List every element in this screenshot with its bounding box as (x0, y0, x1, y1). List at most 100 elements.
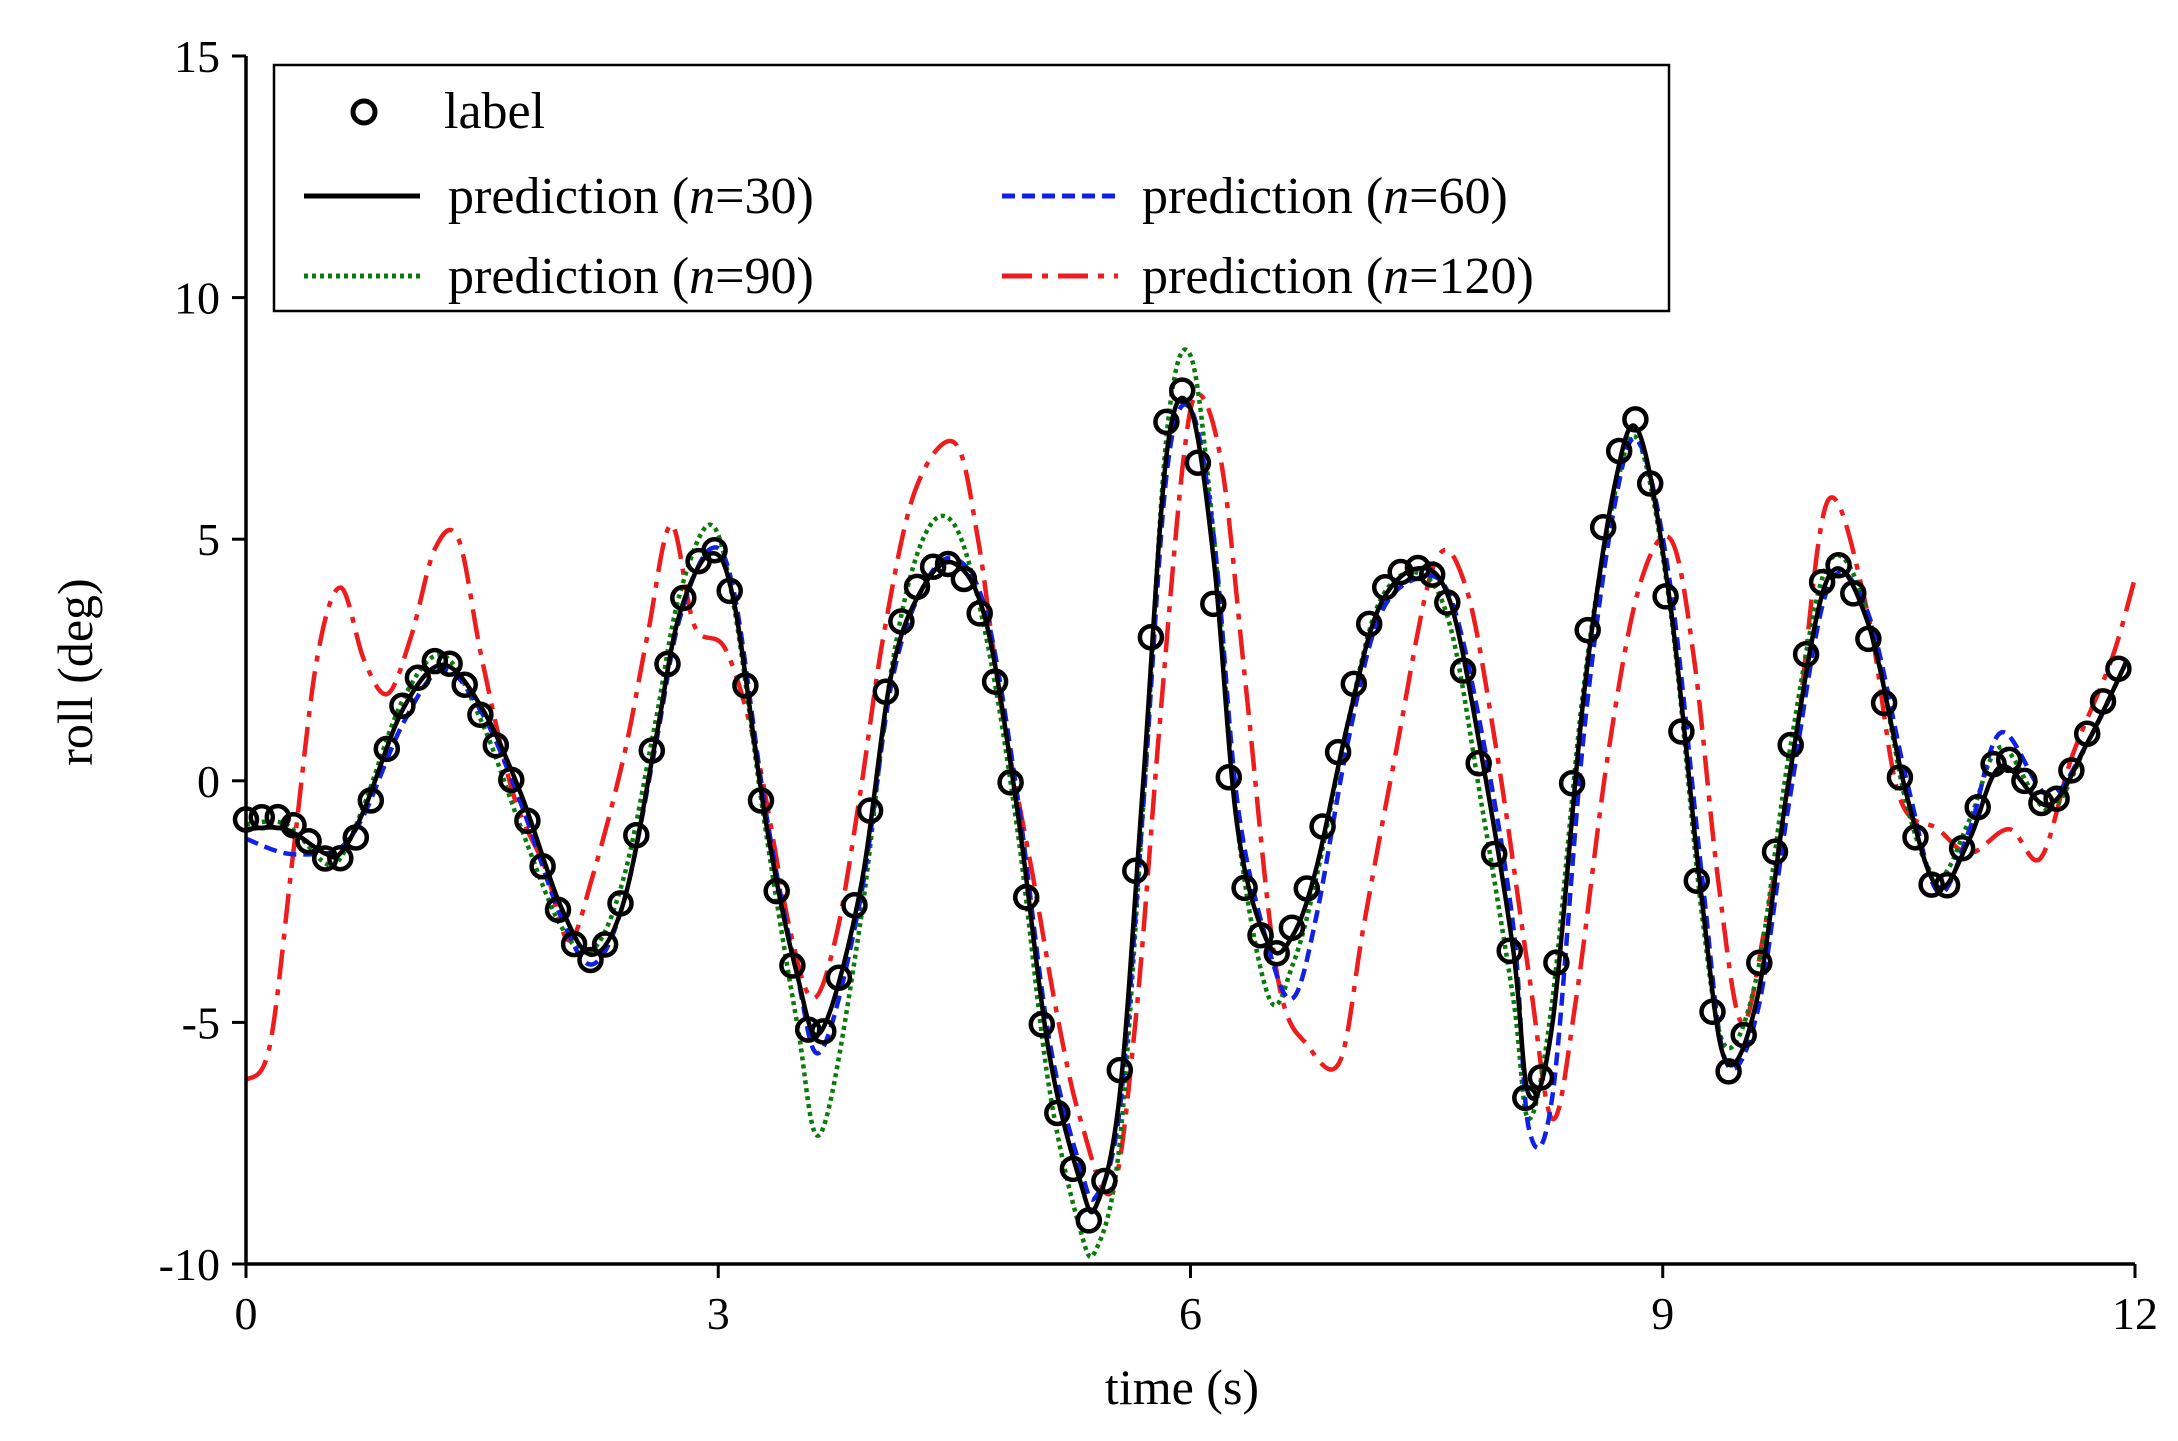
label-point (357, 787, 385, 814)
label-point (1044, 1099, 1071, 1127)
label-point (560, 930, 588, 958)
label-markers (232, 377, 2132, 1234)
label-point (451, 671, 478, 698)
label-point (1231, 874, 1258, 902)
label-point (498, 766, 525, 794)
legend-n90-suffix: =90) (715, 248, 814, 305)
label-point (888, 608, 915, 635)
label-point (311, 845, 339, 872)
label-point (1746, 949, 1773, 976)
label-point (1808, 568, 1836, 596)
label-point (1184, 449, 1212, 476)
label-point (436, 650, 463, 677)
label-point (1840, 580, 1867, 607)
label-point (342, 824, 370, 851)
label-point (1825, 552, 1852, 579)
legend-n90-prefix: prediction ( (448, 248, 689, 305)
label-point (1870, 689, 1898, 717)
label-point (2089, 688, 2117, 715)
y-tick-label: 10 (174, 273, 220, 324)
label-point (1075, 1207, 1103, 1234)
label-point (1574, 616, 1601, 644)
label-point (607, 890, 634, 917)
legend-n120-text: prediction (n=120) (1142, 248, 1534, 305)
y-tick-label: -5 (182, 997, 220, 1048)
legend-n120-prefix: prediction ( (1142, 248, 1383, 305)
ticks: 0 3 6 9 12 -10 -5 0 5 10 15 (159, 31, 2158, 1339)
y-axis-title: roll (deg) (47, 578, 103, 765)
label-point (872, 678, 900, 705)
label-point (1122, 857, 1149, 885)
label-point (810, 1018, 837, 1045)
label-point (1371, 574, 1399, 601)
label-point (1918, 871, 1945, 898)
label-point (763, 877, 790, 905)
label-point (1683, 867, 1711, 894)
label-point (1668, 718, 1695, 745)
label-point (1589, 514, 1617, 541)
label-point (280, 812, 307, 839)
label-point (716, 577, 743, 605)
label-point (903, 573, 931, 601)
label-point (389, 692, 416, 719)
legend-label-text: label (444, 83, 545, 140)
label-point (732, 672, 759, 699)
label-point (2043, 785, 2070, 812)
label-point (2058, 757, 2085, 784)
label-point (1792, 641, 1820, 668)
label-point (670, 584, 697, 612)
label-point (1948, 835, 1976, 862)
legend-n90-n: n (689, 248, 715, 305)
legend-n120-n: n (1383, 248, 1409, 305)
label-point (1652, 583, 1679, 610)
label-point (1137, 624, 1165, 651)
label-point (1558, 770, 1586, 797)
label-point (1387, 558, 1414, 586)
y-tick-label: -10 (159, 1239, 220, 1290)
series-line-prediction-n-120 (244, 391, 2138, 1197)
label-point (1404, 554, 1432, 582)
label-point (1496, 937, 1523, 965)
x-axis-title: time (s) (1105, 1359, 1259, 1415)
x-tick-label: 9 (1651, 1288, 1674, 1339)
legend-n120-suffix: =120) (1409, 248, 1534, 305)
legend-n60-text: prediction (n=60) (1142, 168, 1508, 225)
label-point (1418, 561, 1446, 588)
label-point (1465, 750, 1492, 777)
label-point (1761, 838, 1789, 866)
label-point (638, 737, 666, 764)
label-point (747, 787, 775, 814)
label-point (1278, 914, 1306, 941)
legend-n60-suffix: =60) (1409, 168, 1508, 225)
label-point (1293, 875, 1321, 902)
legend-n30-n: n (689, 168, 715, 225)
label-point (1699, 998, 1726, 1026)
label-point (421, 647, 449, 675)
label-point (950, 565, 978, 593)
label-point (1636, 470, 1664, 497)
legend-box (272, 63, 1671, 313)
label-point (529, 853, 556, 880)
label-point (2028, 789, 2055, 817)
label-point (1200, 590, 1227, 618)
label-point (654, 650, 681, 678)
label-point (825, 964, 853, 991)
label-point (919, 553, 947, 580)
label-point (1324, 738, 1352, 766)
label-point (981, 668, 1009, 695)
label-point (1605, 437, 1633, 465)
x-tick-label: 0 (235, 1288, 258, 1339)
label-point (997, 769, 1024, 796)
label-point (1449, 657, 1477, 684)
label-point (1980, 750, 2007, 778)
label-point (1730, 1021, 1757, 1049)
legend-n30-prefix: prediction ( (448, 168, 689, 225)
label-point (248, 803, 276, 831)
label-point (1309, 813, 1336, 840)
label-point (934, 550, 962, 578)
label-point (1855, 625, 1882, 653)
legend: label prediction (n=30) prediction (n=60… (272, 63, 1671, 313)
label-point (2073, 720, 2101, 747)
label-point (1059, 1155, 1087, 1183)
label-point (1622, 406, 1649, 433)
